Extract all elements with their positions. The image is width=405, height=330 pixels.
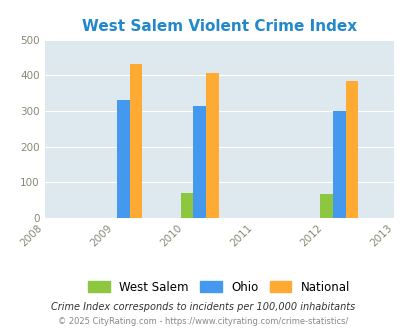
Text: © 2025 CityRating.com - https://www.cityrating.com/crime-statistics/: © 2025 CityRating.com - https://www.city…: [58, 317, 347, 326]
Bar: [193, 106, 205, 218]
Title: West Salem Violent Crime Index: West Salem Violent Crime Index: [81, 19, 356, 34]
Bar: [180, 193, 193, 218]
Legend: West Salem, Ohio, National: West Salem, Ohio, National: [85, 277, 353, 297]
Bar: [205, 73, 218, 218]
Bar: [320, 194, 332, 218]
Text: Crime Index corresponds to incidents per 100,000 inhabitants: Crime Index corresponds to incidents per…: [51, 302, 354, 312]
Bar: [130, 64, 142, 218]
Bar: [332, 111, 345, 218]
Bar: [117, 100, 130, 218]
Bar: [345, 81, 357, 218]
